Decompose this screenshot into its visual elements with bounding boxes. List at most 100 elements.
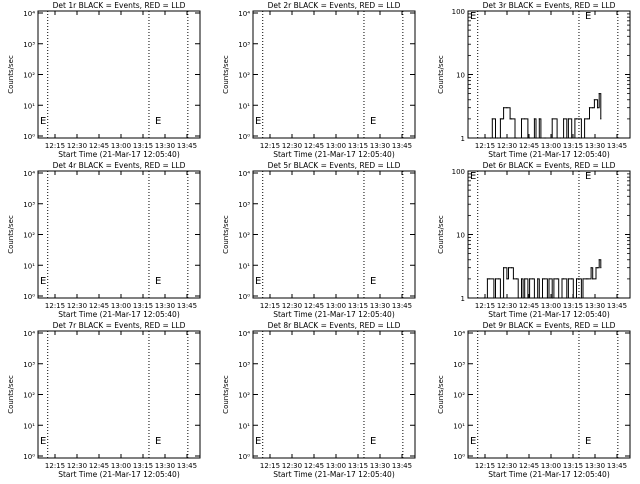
y-tick-label: 10⁴: [23, 10, 35, 18]
y-axis-label: Counts/sec: [222, 55, 230, 94]
data-point: [483, 297, 485, 299]
y-tick-label: 10¹: [23, 422, 35, 430]
x-tick-label: 12:45: [304, 142, 324, 150]
x-axis-label: Start Time (21-Mar-17 12:05:40): [488, 150, 610, 159]
y-tick-label: 10²: [453, 392, 465, 400]
data-point: [556, 278, 558, 280]
data-point: [595, 267, 597, 269]
data-point: [506, 278, 508, 280]
y-tick-label: 10¹: [453, 422, 465, 430]
data-point: [514, 137, 516, 139]
event-marker: E: [155, 276, 161, 287]
event-marker: E: [40, 436, 46, 447]
data-point: [592, 278, 594, 280]
data-point: [566, 137, 568, 139]
data-point: [600, 118, 602, 120]
event-marker: E: [155, 436, 161, 447]
chart-title: Det 7r BLACK = Events, RED = LLD: [53, 321, 186, 330]
data-point: [563, 118, 565, 120]
y-tick-label: 10⁴: [238, 330, 250, 338]
x-tick-label: 12:45: [519, 142, 539, 150]
data-point: [538, 297, 540, 299]
data-point: [524, 278, 526, 280]
y-tick-label: 10: [456, 232, 465, 240]
y-tick-label: 100: [452, 8, 465, 16]
x-tick-label: 13:30: [370, 142, 390, 150]
x-axis-label: Start Time (21-Mar-17 12:05:40): [488, 470, 610, 479]
data-point: [537, 278, 539, 280]
data-point: [524, 118, 526, 120]
x-tick-label: 12:45: [89, 462, 109, 470]
data-point: [493, 297, 495, 299]
data-point: [543, 137, 545, 139]
x-tick-label: 13:30: [370, 302, 390, 310]
y-tick-label: 10⁰: [238, 293, 250, 301]
x-tick-label: 13:15: [348, 462, 368, 470]
x-tick-label: 13:15: [348, 302, 368, 310]
event-marker: E: [470, 436, 476, 447]
x-tick-label: 12:30: [282, 302, 302, 310]
data-point: [567, 278, 570, 280]
x-tick-label: 12:45: [519, 462, 539, 470]
data-point: [501, 118, 503, 120]
y-axis-label: Counts/sec: [222, 215, 230, 254]
data-point: [571, 137, 573, 139]
data-point: [587, 278, 589, 280]
x-tick-label: 13:45: [392, 302, 412, 310]
x-tick-label: 12:30: [497, 302, 517, 310]
x-axis-label: Start Time (21-Mar-17 12:05:40): [488, 310, 610, 319]
data-point: [529, 137, 531, 139]
event-marker: E: [370, 436, 376, 447]
data-point: [527, 297, 529, 299]
data-point: [597, 267, 599, 269]
chart-title: Det 5r BLACK = Events, RED = LLD: [268, 161, 401, 170]
x-tick-label: 12:15: [45, 142, 65, 150]
x-tick-label: 13:00: [541, 302, 561, 310]
x-axis-label: Start Time (21-Mar-17 12:05:40): [58, 470, 180, 479]
data-point: [522, 297, 524, 299]
y-tick-label: 10²: [23, 232, 35, 240]
x-tick-label: 12:30: [282, 142, 302, 150]
x-tick-label: 13:45: [607, 142, 627, 150]
event-marker: E: [470, 11, 476, 22]
x-tick-label: 13:15: [133, 302, 153, 310]
x-tick-label: 13:45: [392, 142, 412, 150]
y-tick-label: 10¹: [238, 262, 250, 270]
data-point: [559, 137, 561, 139]
data-point: [532, 278, 534, 280]
x-tick-label: 13:45: [177, 142, 197, 150]
x-tick-label: 13:00: [111, 142, 131, 150]
x-tick-label: 12:15: [475, 462, 495, 470]
x-tick-label: 12:15: [475, 302, 495, 310]
x-tick-label: 13:00: [326, 462, 346, 470]
x-axis-label: Start Time (21-Mar-17 12:05:40): [58, 150, 180, 159]
y-tick-label: 10¹: [238, 422, 250, 430]
data-point: [551, 118, 553, 120]
x-axis-label: Start Time (21-Mar-17 12:05:40): [273, 310, 395, 319]
data-point: [516, 278, 518, 280]
data-point: [507, 267, 510, 269]
x-axis-label: Start Time (21-Mar-17 12:05:40): [273, 150, 395, 159]
x-tick-label: 13:30: [155, 142, 175, 150]
y-tick-label: 10⁰: [453, 453, 465, 461]
data-point: [533, 118, 536, 120]
y-tick-label: 10⁴: [23, 330, 35, 338]
data-point: [574, 118, 576, 120]
x-tick-label: 13:45: [177, 302, 197, 310]
x-tick-label: 13:15: [563, 462, 583, 470]
event-marker: E: [255, 436, 261, 447]
chart-title: Det 1r BLACK = Events, RED = LLD: [53, 1, 186, 10]
chart-panel-8: Det 8r BLACK = Events, RED = LLD 10⁰ 10¹ 10…: [222, 321, 416, 479]
event-marker: E: [585, 436, 591, 447]
data-point: [571, 278, 573, 280]
x-tick-label: 12:30: [67, 462, 87, 470]
event-marker: E: [255, 276, 261, 287]
data-point: [590, 267, 592, 269]
x-tick-label: 13:00: [111, 302, 131, 310]
data-point: [563, 278, 565, 280]
x-tick-label: 13:30: [585, 142, 605, 150]
data-point: [538, 118, 540, 120]
data-point: [575, 278, 578, 280]
y-axis-label: Counts/sec: [7, 55, 15, 94]
y-axis-label: Counts/sec: [437, 375, 445, 414]
